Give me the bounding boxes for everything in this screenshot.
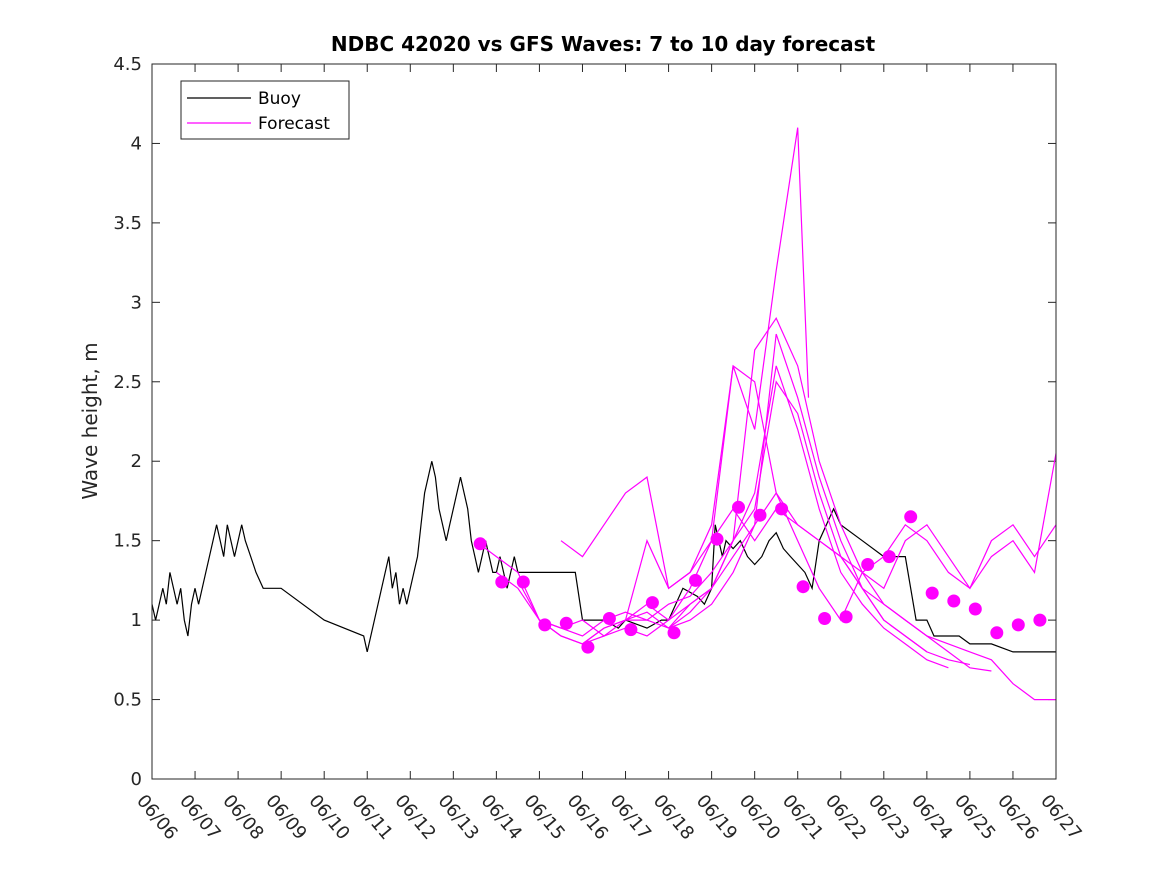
legend-label: Forecast — [258, 114, 330, 134]
forecast-point — [473, 537, 487, 551]
y-tick-label: 1 — [131, 610, 142, 631]
x-tick-label: 06/10 — [304, 791, 353, 844]
x-tick-label: 06/09 — [261, 791, 310, 844]
x-tick-label: 06/20 — [735, 791, 784, 844]
forecast-line — [668, 453, 1056, 629]
x-tick-label: 06/24 — [907, 791, 956, 844]
y-tick-label: 4 — [131, 133, 142, 154]
x-tick-label: 06/14 — [477, 791, 526, 844]
marker-group — [473, 500, 1047, 654]
forecast-point — [839, 610, 853, 624]
forecast-point — [538, 618, 552, 632]
x-tick-label: 06/18 — [649, 791, 698, 844]
x-tick-label: 06/16 — [563, 791, 612, 844]
y-tick-label: 1.5 — [113, 531, 142, 552]
x-tick-label: 06/22 — [821, 791, 870, 844]
forecast-point — [581, 640, 595, 654]
y-axis-label: Wave height, m — [78, 342, 102, 499]
y-tick-label: 2.5 — [113, 372, 142, 393]
x-tick-label: 06/17 — [606, 791, 655, 844]
y-tick-label: 3 — [131, 292, 142, 313]
x-tick-label: 06/25 — [950, 791, 999, 844]
x-tick-label: 06/08 — [218, 791, 267, 844]
forecast-point — [925, 586, 939, 600]
forecast-point — [904, 510, 918, 524]
forecast-point — [1033, 613, 1047, 627]
forecast-point — [1011, 618, 1025, 632]
forecast-point — [624, 623, 638, 637]
forecast-point — [882, 550, 896, 564]
forecast-point — [732, 500, 745, 514]
x-tick-label: 06/15 — [520, 791, 569, 844]
y-tick-label: 0.5 — [113, 690, 142, 711]
forecast-point — [667, 626, 681, 640]
forecast-point — [796, 580, 810, 594]
x-tick-label: 06/13 — [434, 791, 483, 844]
x-tick-label: 06/12 — [390, 791, 439, 844]
forecast-point — [645, 596, 659, 610]
forecast-point — [495, 575, 509, 589]
y-tick-label: 2 — [131, 451, 142, 472]
y-tick-label: 4.5 — [113, 54, 142, 75]
forecast-point — [516, 575, 530, 589]
x-tick-label: 06/26 — [993, 791, 1042, 844]
forecast-point — [947, 594, 961, 608]
legend: Buoy Forecast — [180, 80, 350, 140]
forecast-point — [689, 573, 702, 587]
series-group — [152, 127, 1056, 701]
forecast-point — [861, 558, 875, 571]
forecast-point — [602, 612, 616, 625]
forecast-point — [775, 502, 789, 516]
forecast-point — [818, 612, 832, 625]
x-tick-label: 06/23 — [864, 791, 913, 844]
forecast-point — [968, 602, 982, 616]
forecast-point — [559, 616, 573, 630]
forecast-point — [990, 626, 1004, 640]
x-tick-label: 06/19 — [692, 791, 741, 844]
forecast-line — [625, 507, 1056, 621]
chart-title: NDBC 42020 vs GFS Waves: 7 to 10 day for… — [331, 32, 876, 56]
x-tick-label: 06/27 — [1036, 791, 1085, 844]
y-tick-label: 0 — [131, 769, 142, 790]
legend-label: Buoy — [258, 89, 301, 109]
x-tick-label: 06/06 — [132, 791, 181, 844]
x-tick-label: 06/11 — [347, 791, 396, 844]
y-tick-label: 3.5 — [113, 213, 142, 234]
legend-box — [180, 80, 350, 140]
plot-area — [152, 64, 1056, 779]
x-tick-label: 06/21 — [778, 791, 827, 844]
forecast-point — [710, 532, 724, 546]
buoy-line — [152, 461, 1056, 653]
forecast-point — [753, 508, 767, 522]
x-tick-label: 06/07 — [175, 791, 224, 844]
plot-frame — [151, 63, 1057, 780]
